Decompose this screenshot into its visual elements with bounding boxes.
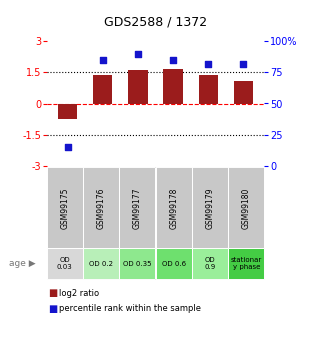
Text: OD 0.35: OD 0.35 xyxy=(123,261,151,267)
Text: ■: ■ xyxy=(48,304,58,314)
Text: GSM99178: GSM99178 xyxy=(169,187,178,228)
Bar xyxy=(234,81,253,104)
Text: GSM99179: GSM99179 xyxy=(206,187,214,229)
Text: stationar
y phase: stationar y phase xyxy=(230,257,262,270)
Point xyxy=(136,51,141,57)
Bar xyxy=(198,75,218,104)
Bar xyxy=(93,75,113,104)
Text: age ▶: age ▶ xyxy=(9,259,36,268)
Text: OD
0.9: OD 0.9 xyxy=(204,257,216,270)
Point xyxy=(65,144,70,150)
Text: OD 0.6: OD 0.6 xyxy=(162,261,186,267)
Point xyxy=(206,61,211,67)
Text: GSM99175: GSM99175 xyxy=(60,187,69,229)
Text: GDS2588 / 1372: GDS2588 / 1372 xyxy=(104,16,207,29)
Bar xyxy=(163,69,183,104)
Text: log2 ratio: log2 ratio xyxy=(59,289,99,298)
Point xyxy=(241,61,246,67)
Point xyxy=(100,57,105,63)
Text: GSM99176: GSM99176 xyxy=(97,187,105,229)
Point xyxy=(170,57,175,63)
Text: ■: ■ xyxy=(48,288,58,298)
Text: OD
0.03: OD 0.03 xyxy=(57,257,73,270)
Text: GSM99177: GSM99177 xyxy=(133,187,142,229)
Bar xyxy=(58,104,77,119)
Text: GSM99180: GSM99180 xyxy=(242,187,251,228)
Text: percentile rank within the sample: percentile rank within the sample xyxy=(59,304,201,313)
Bar xyxy=(128,70,148,104)
Text: OD 0.2: OD 0.2 xyxy=(89,261,113,267)
